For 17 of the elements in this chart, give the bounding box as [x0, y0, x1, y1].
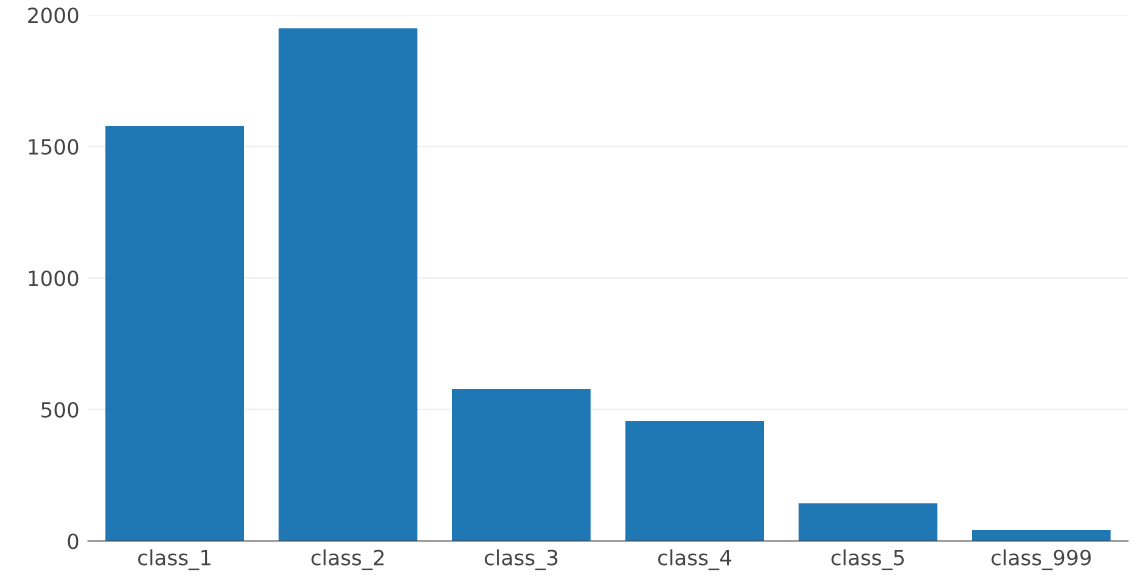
x-tick-label: class_2: [311, 549, 384, 571]
x-tick-label: class_4: [658, 549, 732, 571]
y-tick-label: 500: [41, 401, 79, 418]
y-tick-label: 0: [67, 533, 79, 550]
y-tick-label: 1000: [28, 270, 79, 287]
bar: [972, 529, 1111, 541]
x-tick-label: class_3: [484, 549, 558, 571]
y-tick-label: 1500: [28, 138, 79, 155]
x-tick-label: class_999: [991, 549, 1091, 571]
x-tick-label: class_5: [831, 549, 904, 571]
bar: [625, 421, 764, 541]
x-tick-label: class_1: [138, 549, 211, 571]
bar: [452, 388, 591, 541]
y-tick-label: 2000: [28, 7, 79, 24]
bar: [105, 125, 244, 541]
bar: [798, 503, 938, 541]
bar: [278, 28, 418, 541]
